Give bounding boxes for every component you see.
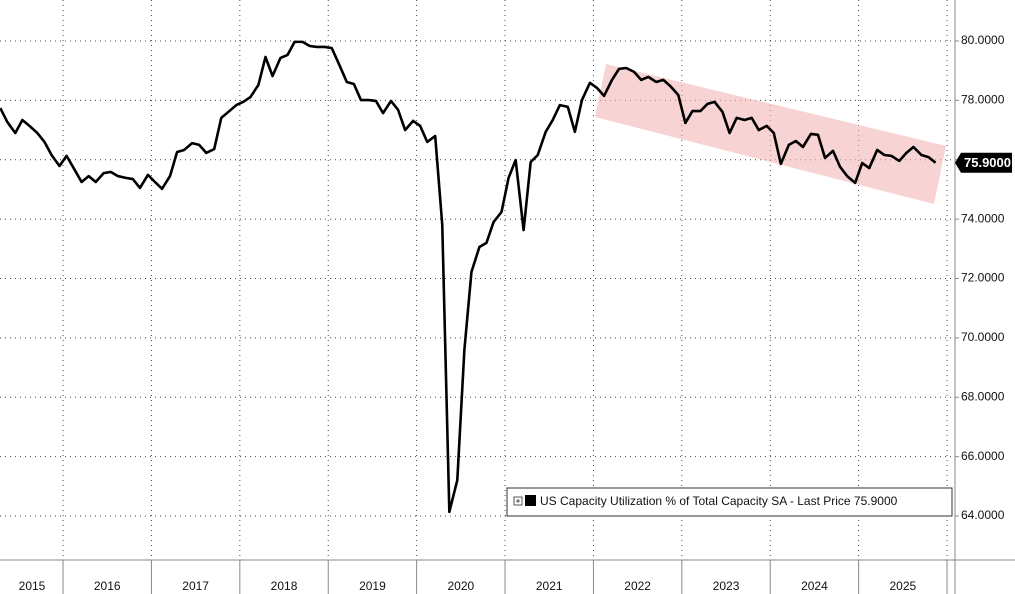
last-price-marker bbox=[955, 152, 1012, 173]
series-line bbox=[0, 40, 937, 514]
y-tick-label: 66.0000 bbox=[961, 449, 1005, 463]
y-tick-label: 74.0000 bbox=[961, 211, 1005, 225]
x-tick-label: 2021 bbox=[536, 579, 563, 593]
trend-channel bbox=[595, 64, 946, 204]
y-tick-label: 78.0000 bbox=[961, 93, 1005, 107]
plot bbox=[0, 40, 937, 514]
x-tick-label: 2020 bbox=[447, 579, 474, 593]
y-tick-label: 70.0000 bbox=[961, 330, 1005, 344]
x-tick-label: 2018 bbox=[271, 579, 298, 593]
x-tick-label: 2017 bbox=[182, 579, 209, 593]
x-tick-label: 2015 bbox=[19, 579, 46, 593]
x-tick-label: 2025 bbox=[889, 579, 916, 593]
y-tick-label: 72.0000 bbox=[961, 271, 1005, 285]
x-tick-label: 2023 bbox=[713, 579, 740, 593]
x-tick-label: 2022 bbox=[624, 579, 651, 593]
legend-toggle[interactable] bbox=[513, 496, 523, 506]
x-tick-label: 2019 bbox=[359, 579, 386, 593]
y-tick-label: 68.0000 bbox=[961, 389, 1005, 403]
last-price-label: 75.9000 bbox=[964, 155, 1011, 170]
y-tick-label: 80.0000 bbox=[961, 33, 1005, 47]
legend-label: US Capacity Utilization % of Total Capac… bbox=[540, 494, 898, 508]
legend: US Capacity Utilization % of Total Capac… bbox=[506, 487, 953, 517]
legend-box bbox=[506, 487, 953, 517]
legend-swatch bbox=[525, 495, 536, 506]
x-tick-label: 2024 bbox=[801, 579, 828, 593]
axes: 64.0000 66.0000 68.0000 70.0000 72.0000 74.00… bbox=[19, 33, 1012, 594]
y-tick-label: 64.0000 bbox=[961, 508, 1005, 522]
x-tick-label: 2016 bbox=[94, 579, 121, 593]
